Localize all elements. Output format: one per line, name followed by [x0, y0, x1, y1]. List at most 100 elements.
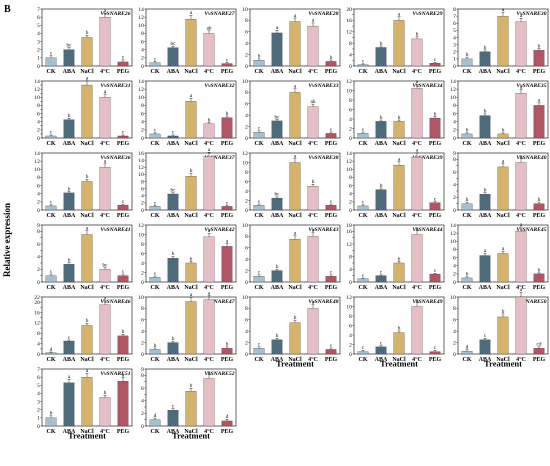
bar-peg — [221, 246, 233, 283]
significance-letter: b — [380, 183, 383, 189]
significance-letter: a — [520, 287, 523, 293]
bar-peg — [325, 133, 337, 139]
bar-peg — [325, 61, 337, 67]
bar-aba — [167, 410, 179, 427]
gene-title: VvSNARE30 — [516, 11, 546, 17]
category-label: NaCl — [288, 357, 302, 363]
y-tick-label: 14 — [34, 151, 40, 157]
bar-4degc — [307, 186, 319, 211]
significance-letter: a — [416, 226, 419, 232]
chart-panel-vvsnare41: 0 2 4 6 89 VvSNARE41 c CK b ABA a NaCl bc 4°C c PEG — [37, 223, 133, 291]
bar-4degc — [411, 156, 423, 211]
significance-letter: c — [362, 200, 365, 206]
y-tick-label: 8 — [245, 234, 248, 240]
y-tick-label: 2 — [37, 267, 40, 273]
category-label: PEG — [533, 69, 546, 75]
y-tick-label: 2 — [453, 195, 456, 201]
significance-letter: b — [86, 174, 89, 180]
y-tick-label: 4 — [37, 341, 40, 347]
category-label: NaCl — [288, 69, 302, 75]
bar-aba — [167, 193, 179, 211]
category-label: CK — [47, 141, 56, 147]
category-label: 4°C — [516, 212, 526, 219]
y-tick-label: 10 — [242, 295, 248, 301]
category-label: ABA — [375, 213, 388, 219]
significance-letter: c — [154, 128, 157, 134]
category-label: ABA — [167, 429, 180, 435]
significance-letter: b — [226, 342, 229, 348]
category-label: PEG — [221, 213, 234, 219]
y-tick-label: 0 — [141, 424, 144, 430]
y-tick-label: 14 — [34, 79, 40, 85]
category-label: PEG — [325, 141, 338, 147]
significance-letter: b — [466, 52, 469, 58]
y-tick-label: 6 — [453, 318, 456, 324]
bar-4degc — [99, 167, 111, 211]
significance-letter: b — [68, 186, 71, 192]
category-label: CK — [255, 357, 264, 363]
y-tick-label: 2 — [245, 124, 248, 130]
significance-letter: c — [330, 270, 333, 276]
significance-letter: a — [208, 147, 211, 153]
bar-nacl — [289, 239, 301, 283]
category-label: 4°C — [412, 140, 422, 147]
y-tick-label: 2 — [141, 340, 144, 346]
y-tick-label: 6 — [453, 255, 456, 261]
significance-letter: a — [312, 18, 315, 24]
category-label: NaCl — [288, 285, 302, 291]
category-label: NaCl — [288, 213, 302, 219]
category-label: NaCl — [184, 285, 198, 291]
y-tick-label: 2 — [453, 128, 456, 134]
bar-ck — [461, 203, 473, 211]
category-label: CK — [151, 285, 160, 291]
y-tick-label: 10 — [346, 167, 352, 173]
significance-letter: b — [416, 32, 419, 38]
category-label: ABA — [375, 357, 388, 363]
bar-ck — [357, 64, 369, 67]
y-tick-label: 2 — [245, 340, 248, 346]
category-label: CK — [463, 69, 472, 75]
y-tick-label: 6 — [37, 15, 40, 21]
gene-title: VvSNARE44 — [412, 227, 442, 233]
gene-title: VvSNARE52 — [204, 371, 234, 377]
category-label: NaCl — [80, 429, 94, 435]
bar-peg — [221, 206, 233, 211]
significance-letter: cd — [537, 342, 542, 348]
significance-letter: c — [154, 57, 157, 63]
significance-letter: c — [434, 345, 437, 351]
y-tick-label: 6 — [245, 102, 248, 108]
bar-aba — [479, 194, 491, 211]
significance-letter: bc — [103, 263, 109, 269]
significance-letter: a — [520, 84, 523, 90]
gene-title: VvSNARE51 — [100, 371, 130, 377]
y-tick-label: 4 — [349, 267, 352, 273]
y-tick-label: 4 — [141, 120, 144, 126]
bar-peg — [117, 61, 129, 67]
bar-ck — [461, 58, 473, 67]
y-tick-label: 8 — [349, 98, 352, 104]
significance-letter: c — [330, 127, 333, 133]
y-tick-label: 2 — [37, 200, 40, 206]
bar-ck — [45, 417, 57, 427]
y-tick-label: 4 — [453, 329, 456, 335]
significance-letter: b — [538, 197, 541, 203]
category-label: PEG — [533, 357, 546, 363]
y-tick-label: 8 — [245, 90, 248, 96]
category-label: PEG — [117, 429, 130, 435]
y-tick-label: 0 — [245, 64, 248, 70]
bar-ck — [253, 205, 265, 211]
significance-letter: c — [434, 57, 437, 63]
category-label: 4°C — [412, 68, 422, 75]
significance-letter: b — [484, 45, 487, 51]
category-label: 4°C — [100, 212, 110, 219]
category-label: ABA — [271, 69, 284, 75]
bar-ck — [149, 206, 161, 211]
significance-letter: a — [86, 368, 89, 374]
category-label: PEG — [117, 285, 130, 291]
y-tick-label: 5 — [37, 23, 40, 29]
category-label: PEG — [221, 285, 234, 291]
y-tick-label: 6 — [37, 111, 40, 117]
bar-nacl — [185, 262, 197, 283]
significance-letter: b — [172, 336, 175, 342]
category-label: CK — [255, 285, 264, 291]
